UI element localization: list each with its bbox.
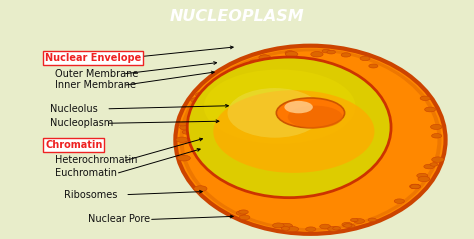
Circle shape <box>194 99 204 104</box>
Circle shape <box>227 72 235 76</box>
Circle shape <box>342 222 352 227</box>
Circle shape <box>284 101 313 113</box>
Circle shape <box>350 218 358 222</box>
Ellipse shape <box>288 106 343 128</box>
Circle shape <box>306 227 316 231</box>
Circle shape <box>425 107 436 112</box>
Circle shape <box>418 176 430 182</box>
Text: Ribosomes: Ribosomes <box>64 190 118 200</box>
Ellipse shape <box>187 57 391 198</box>
Circle shape <box>194 186 207 191</box>
Text: Chromatin: Chromatin <box>45 140 102 150</box>
Circle shape <box>180 125 192 130</box>
Circle shape <box>432 157 444 162</box>
Circle shape <box>191 98 201 102</box>
Circle shape <box>201 94 209 98</box>
Ellipse shape <box>213 90 374 173</box>
Text: Nucleoplasm: Nucleoplasm <box>50 118 113 128</box>
Circle shape <box>344 224 352 228</box>
Circle shape <box>360 56 370 61</box>
Circle shape <box>236 211 246 215</box>
Circle shape <box>285 51 298 57</box>
Circle shape <box>276 98 345 128</box>
Circle shape <box>196 92 208 98</box>
Ellipse shape <box>204 70 356 144</box>
Circle shape <box>250 60 258 64</box>
Circle shape <box>311 52 323 57</box>
Circle shape <box>369 64 378 68</box>
Text: Nucleolus: Nucleolus <box>50 104 98 114</box>
Circle shape <box>431 134 442 138</box>
Circle shape <box>394 199 404 203</box>
Circle shape <box>430 163 438 166</box>
Circle shape <box>280 223 292 229</box>
Circle shape <box>347 224 355 228</box>
Ellipse shape <box>180 49 441 231</box>
Circle shape <box>259 55 271 60</box>
Circle shape <box>285 51 295 55</box>
Circle shape <box>287 227 299 232</box>
Text: Outer Membrane: Outer Membrane <box>55 69 138 79</box>
Circle shape <box>281 227 290 230</box>
Circle shape <box>420 96 430 100</box>
Circle shape <box>176 137 188 142</box>
Circle shape <box>410 184 420 189</box>
Circle shape <box>283 227 294 232</box>
Circle shape <box>322 49 330 53</box>
Circle shape <box>341 53 351 57</box>
Circle shape <box>328 227 339 231</box>
Circle shape <box>182 138 191 142</box>
Text: Euchromatin: Euchromatin <box>55 168 117 178</box>
Ellipse shape <box>175 46 446 234</box>
Circle shape <box>354 219 365 223</box>
Circle shape <box>182 130 191 134</box>
Text: Inner Membrane: Inner Membrane <box>55 80 136 90</box>
Circle shape <box>417 173 428 178</box>
Text: Nuclear Envelope: Nuclear Envelope <box>45 53 141 63</box>
Circle shape <box>215 79 225 83</box>
Text: NUCLEOPLASM: NUCLEOPLASM <box>170 9 304 24</box>
Circle shape <box>368 218 376 222</box>
Circle shape <box>239 215 250 220</box>
Text: Nuclear Pore: Nuclear Pore <box>88 214 150 224</box>
Text: Heterochromatin: Heterochromatin <box>55 155 137 165</box>
Circle shape <box>430 124 442 130</box>
Circle shape <box>177 155 191 161</box>
Circle shape <box>410 185 420 189</box>
Ellipse shape <box>183 51 438 228</box>
Circle shape <box>327 50 336 54</box>
Ellipse shape <box>228 88 322 138</box>
Circle shape <box>320 224 330 229</box>
Circle shape <box>179 122 187 126</box>
Circle shape <box>239 210 248 214</box>
Circle shape <box>273 223 284 228</box>
Circle shape <box>424 164 435 169</box>
Circle shape <box>260 55 269 59</box>
Circle shape <box>333 227 340 230</box>
Circle shape <box>410 184 420 189</box>
